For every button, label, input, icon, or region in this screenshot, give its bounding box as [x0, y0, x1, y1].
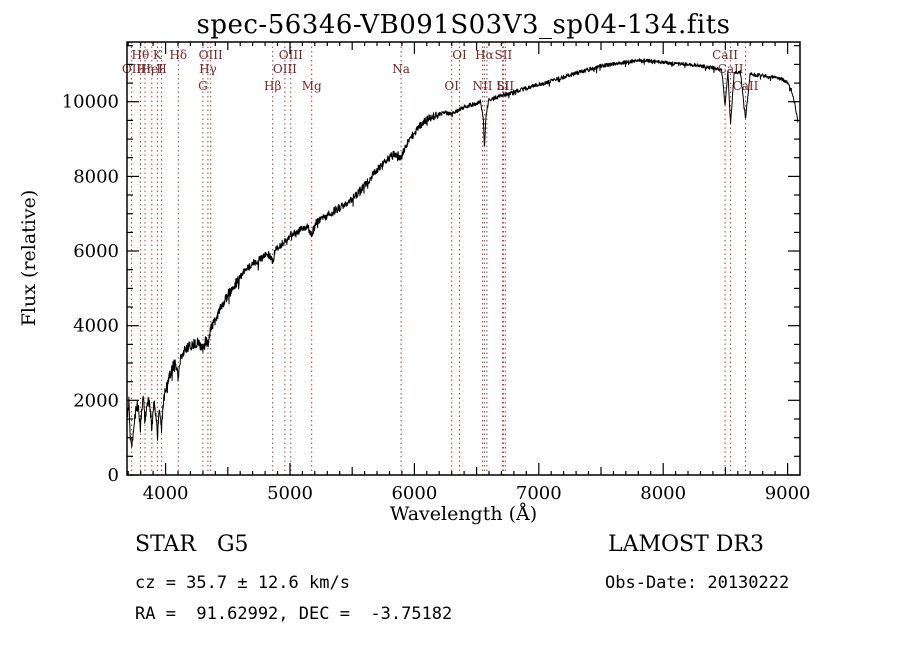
survey-release-label: LAMOST DR3	[608, 532, 764, 557]
spectrum-line	[127, 58, 799, 448]
y-axis-label: Flux (relative)	[18, 189, 40, 327]
svg-text:OIII: OIII	[273, 62, 297, 76]
svg-text:Na: Na	[392, 62, 410, 76]
svg-text:Hδ: Hδ	[169, 48, 187, 62]
svg-text:8000: 8000	[640, 483, 686, 504]
svg-text:2000: 2000	[73, 390, 119, 411]
svg-text:Hβ: Hβ	[264, 79, 281, 93]
svg-text:4000: 4000	[73, 316, 119, 337]
svg-text:SII: SII	[495, 48, 513, 62]
svg-text:7000: 7000	[516, 483, 562, 504]
svg-text:Li: Li	[496, 79, 508, 93]
absorption-line-markers	[131, 42, 746, 475]
ra-dec-text: RA = 91.62992, DEC = -3.75182	[135, 604, 453, 624]
svg-text:Hθ: Hθ	[132, 48, 150, 62]
obs-date-text: Obs-Date: 20130222	[605, 573, 790, 593]
svg-text:K: K	[153, 48, 163, 62]
x-tick-labels: 4000 5000 6000 7000 8000 9000	[143, 483, 811, 504]
svg-text:CaII: CaII	[712, 48, 738, 62]
svg-text:HeI: HeI	[141, 62, 164, 76]
svg-text:SII: SII	[496, 79, 514, 93]
svg-text:Mg: Mg	[302, 79, 322, 93]
svg-text:Hα: Hα	[475, 48, 494, 62]
svg-text:9000: 9000	[765, 483, 811, 504]
svg-text:OIII: OIII	[279, 48, 303, 62]
svg-text:0: 0	[108, 465, 119, 486]
plot-title: spec-56346-VB091S03V3_sp04-134.fits	[196, 10, 731, 40]
svg-text:6000: 6000	[73, 241, 119, 262]
y-tick-labels: 0 2000 4000 6000 8000 10000	[62, 92, 119, 486]
x-axis-label: Wavelength (Å)	[389, 503, 538, 525]
svg-text:Hγ: Hγ	[199, 62, 217, 76]
svg-text:Hη: Hη	[136, 62, 154, 76]
svg-text:CaII: CaII	[733, 79, 759, 93]
absorption-line-labels: OIIHθHηHeIKHHδGHγOIIIHβOIIIOIIIMgNaOIOIN…	[122, 48, 759, 93]
svg-text:OI: OI	[444, 79, 459, 93]
svg-text:6000: 6000	[391, 483, 437, 504]
svg-text:OIII: OIII	[199, 48, 223, 62]
svg-text:4000: 4000	[143, 483, 189, 504]
svg-text:5000: 5000	[267, 483, 313, 504]
svg-text:OI: OI	[452, 48, 467, 62]
object-classification: STAR G5	[135, 532, 249, 557]
svg-text:G: G	[198, 79, 208, 93]
svg-text:10000: 10000	[62, 92, 119, 113]
radial-velocity-text: cz = 35.7 ± 12.6 km/s	[135, 573, 350, 593]
svg-text:8000: 8000	[73, 166, 119, 187]
axis-ticks	[127, 42, 800, 476]
svg-text:H: H	[156, 62, 166, 76]
svg-text:NII: NII	[473, 79, 493, 93]
